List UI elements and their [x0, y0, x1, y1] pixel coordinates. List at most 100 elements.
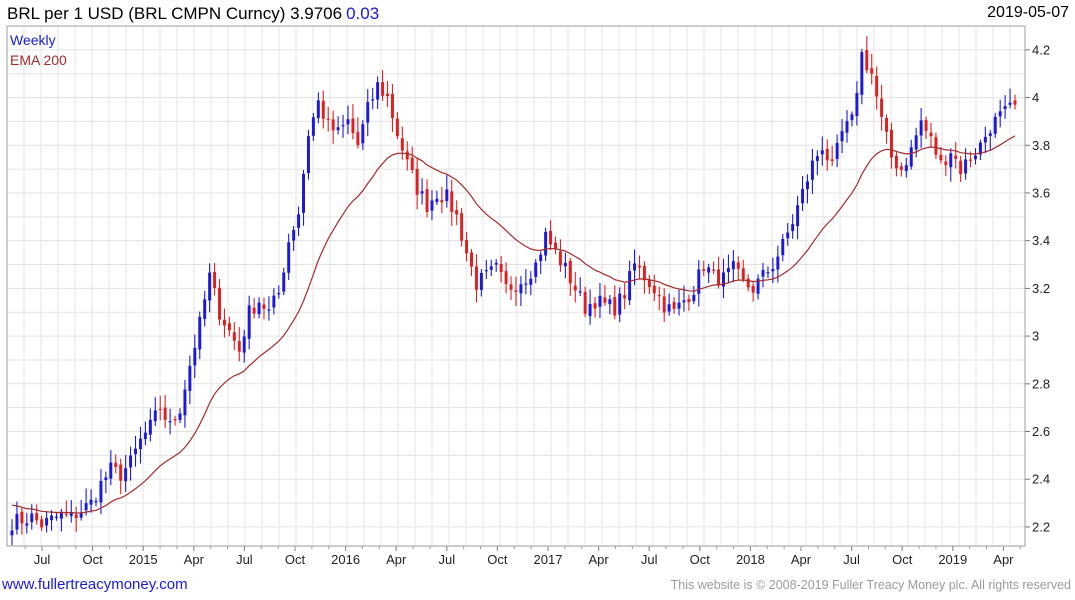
candle-up — [697, 260, 701, 307]
candle-body — [272, 295, 276, 308]
candle-down — [662, 288, 666, 322]
candle-down — [20, 508, 24, 535]
candle-body — [361, 124, 365, 144]
candle-up — [99, 469, 103, 515]
x-axis: Jul Oct 2015 Apr Jul Oct 2016 Apr Jul Oct 2017 Apr J… — [24, 546, 1021, 567]
candle-down — [400, 126, 404, 160]
candle-body — [815, 156, 819, 161]
candle-up — [855, 81, 859, 126]
y-tick-label: 3.4 — [1032, 233, 1050, 248]
chart-title: BRL per 1 USD (BRL CMPN Curncy) 3.9706 0.… — [7, 4, 379, 24]
candle-body — [30, 513, 34, 523]
candle-body — [267, 309, 271, 311]
candle-body — [692, 294, 696, 302]
candle-up — [242, 329, 246, 363]
candle-body — [796, 205, 800, 226]
candle-body — [766, 272, 770, 274]
candle-down — [554, 236, 557, 255]
candle-body — [138, 438, 142, 450]
candle-down — [939, 147, 943, 164]
candle-body — [143, 432, 147, 440]
candle-up — [282, 267, 286, 296]
candle-body — [568, 260, 572, 284]
candle-body — [405, 151, 409, 160]
candle-body — [549, 231, 553, 245]
candle-down — [450, 179, 454, 227]
candle-body — [59, 511, 63, 519]
candle-body — [341, 125, 345, 127]
candle-body — [578, 291, 582, 293]
candle-body — [771, 268, 775, 272]
candle-body — [608, 299, 612, 305]
site-link[interactable]: www.fullertreacymoney.com — [2, 576, 188, 593]
x-tick-label: 2017 — [534, 552, 563, 567]
candle-body — [415, 168, 419, 195]
candle-up — [489, 259, 493, 277]
candle-body — [79, 512, 83, 518]
candle-body — [880, 98, 884, 117]
candle-body — [129, 455, 133, 468]
candle-body — [262, 304, 266, 309]
candle-up — [247, 295, 251, 350]
candle-body — [321, 100, 325, 119]
candle-body — [99, 480, 103, 503]
candle-body — [830, 159, 834, 162]
candle-body — [40, 519, 44, 528]
candle-up — [84, 488, 88, 516]
candle-body — [282, 272, 286, 292]
candle-body — [993, 116, 997, 134]
candle-down — [351, 104, 355, 140]
candle-body — [964, 159, 968, 174]
candle-body — [672, 301, 676, 309]
candle-down — [573, 271, 577, 303]
candle-up — [336, 116, 340, 135]
candle-up — [988, 130, 992, 151]
x-tick-label: Apr — [588, 552, 609, 567]
candle-body — [395, 118, 399, 137]
candle-up — [563, 252, 567, 279]
candle-up — [993, 112, 997, 138]
candle-body — [74, 514, 78, 519]
candle-down — [954, 142, 958, 169]
candle-body — [825, 148, 829, 161]
candle-body — [35, 513, 39, 521]
x-tick-label: 2019 — [938, 552, 967, 567]
candle-body — [613, 297, 617, 316]
x-tick-label: Apr — [184, 552, 205, 567]
candle-up — [707, 263, 711, 284]
candle-body — [618, 293, 622, 315]
candle-body — [470, 252, 473, 267]
candle-body — [484, 270, 488, 272]
candle-body — [257, 302, 261, 315]
candle-down — [583, 286, 587, 318]
candle-up — [129, 446, 133, 481]
candle-down — [885, 114, 889, 144]
candle-body — [494, 262, 498, 265]
x-tick-label: 2018 — [736, 552, 765, 567]
candle-down — [499, 255, 503, 283]
candle-down — [232, 322, 236, 351]
candle-down — [687, 294, 691, 311]
candle-body — [460, 213, 464, 241]
candle-up — [287, 233, 291, 281]
candle-up — [292, 226, 296, 251]
candle-body — [865, 50, 869, 71]
candle-up — [138, 426, 142, 464]
candle-body — [638, 265, 641, 268]
candle-body — [450, 191, 454, 212]
candle-body — [430, 200, 434, 211]
candle-up — [806, 174, 809, 204]
candle-down — [642, 261, 646, 294]
candle-body — [292, 229, 296, 241]
candle-body — [544, 231, 548, 256]
candle-up — [104, 471, 108, 494]
candle-body — [558, 251, 562, 266]
candle-body — [889, 129, 893, 158]
candle-up — [519, 275, 523, 307]
candle-up — [1008, 88, 1012, 109]
candle-body — [949, 153, 953, 168]
candle-up — [628, 260, 632, 305]
candle-up — [15, 501, 19, 535]
candle-body — [218, 287, 221, 320]
candle-up — [435, 190, 439, 206]
